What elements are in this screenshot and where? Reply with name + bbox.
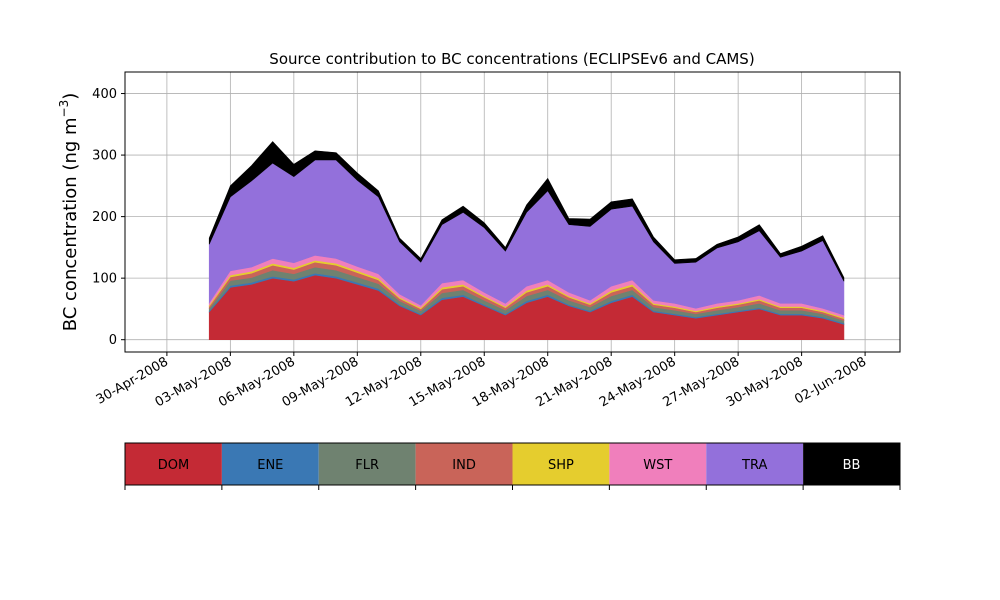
y-tick-label: 200 bbox=[92, 210, 117, 225]
svg-text:BC concentration (ng m−3): BC concentration (ng m−3) bbox=[57, 93, 81, 332]
y-tick-label: 100 bbox=[92, 272, 117, 287]
plot-area: 010020030040030-Apr-200803-May-200806-Ma… bbox=[92, 71, 901, 410]
legend-swatch-tra bbox=[706, 443, 804, 485]
y-axis-label-close: ) bbox=[60, 93, 81, 100]
y-tick-label: 300 bbox=[92, 149, 117, 164]
y-axis-label-superscript: −3 bbox=[57, 100, 71, 118]
legend-label-flr: FLR bbox=[355, 458, 379, 473]
legend-swatch-ene bbox=[221, 443, 319, 485]
legend-swatch-flr bbox=[318, 443, 416, 485]
y-axis-label: BC concentration (ng m−3) bbox=[57, 93, 81, 332]
legend-swatch-dom bbox=[125, 443, 222, 485]
plot-frame bbox=[124, 71, 901, 353]
chart-title: Source contribution to BC concentrations… bbox=[269, 50, 754, 68]
legend-label-wst: WST bbox=[643, 458, 672, 473]
legend-label-shp: SHP bbox=[548, 458, 574, 473]
legend-colorbar: DOM ENE FLR IND SHP WST TRA BB bbox=[124, 442, 901, 490]
legend-swatch-bb bbox=[803, 443, 900, 485]
legend-swatch-ind bbox=[415, 443, 513, 485]
x-tick-label: 02-Jun-2008 bbox=[792, 354, 869, 407]
y-tick-label: 0 bbox=[109, 333, 117, 348]
legend-label-ene: ENE bbox=[257, 458, 283, 473]
legend-label-ind: IND bbox=[452, 458, 476, 473]
legend-swatch-wst bbox=[609, 443, 707, 485]
legend-label-dom: DOM bbox=[158, 458, 189, 473]
y-axis-label-text: BC concentration (ng m bbox=[60, 117, 81, 331]
legend-label-bb: BB bbox=[843, 458, 861, 473]
legend-label-tra: TRA bbox=[741, 458, 767, 473]
y-tick-label: 400 bbox=[92, 87, 117, 102]
legend-swatch-shp bbox=[512, 443, 610, 485]
series-area-bb bbox=[208, 141, 845, 282]
